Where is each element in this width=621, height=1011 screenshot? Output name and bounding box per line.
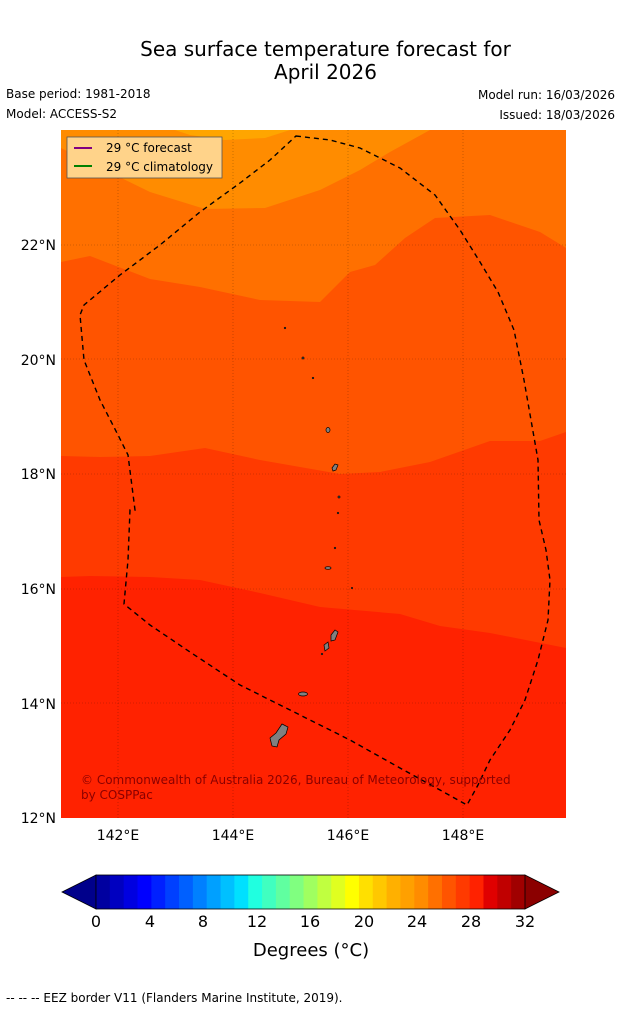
colorbar-cell: [248, 875, 263, 909]
island-pagan: [331, 463, 339, 472]
island-anatahan: [324, 566, 332, 570]
colorbar-cell: [303, 875, 318, 909]
island-agrihan: [325, 427, 331, 433]
colorbar-cell: [179, 875, 194, 909]
island-aguijan: [320, 652, 324, 656]
colorbar-cell: [372, 875, 388, 909]
map-title: Sea surface temperature forecast for Apr…: [0, 38, 621, 84]
lon-label-146e: 146°E: [327, 828, 370, 844]
colorbar-cell: [483, 875, 498, 909]
colorbar-tick-4: 4: [145, 912, 155, 931]
lat-label-14n: 14°N: [21, 697, 56, 713]
map-legend: 29 °C forecast 29 °C climatology: [66, 136, 223, 179]
colorbar-tick-12: 12: [247, 912, 267, 931]
colorbar-cell: [428, 875, 443, 909]
colorbar-tick-32: 32: [515, 912, 535, 931]
colorbar-cell: [192, 875, 208, 909]
colorbar-cell: [511, 875, 526, 909]
lat-label-18n: 18°N: [21, 467, 56, 483]
island-guam: [269, 723, 289, 748]
model-run-text: Model run: 16/03/2026: [477, 88, 615, 102]
lon-label-148e: 148°E: [442, 828, 485, 844]
sst-band-23-24: [175, 130, 290, 140]
island-sarigan: [333, 546, 337, 550]
island-tinian: [323, 641, 330, 652]
lat-axis: 12°N 14°N 16°N 18°N 20°N 22°N: [21, 238, 56, 827]
colorbar-tick-28: 28: [461, 912, 481, 931]
map-title-line2: April 2026: [274, 60, 377, 84]
colorbar-ticks: 0 4 8 12 16 20 24 28 32: [91, 912, 535, 931]
lon-label-144e: 144°E: [212, 828, 255, 844]
colorbar-cell: [441, 875, 457, 909]
colorbar-cell: [275, 875, 291, 909]
colorbar-cell: [123, 875, 139, 909]
colorbar-tick-0: 0: [91, 912, 101, 931]
issued-text: Issued: 18/03/2026: [499, 108, 615, 122]
colorbar-frame: [95, 874, 526, 910]
model-text: Model: ACCESS-S2: [6, 107, 118, 121]
colorbar-cell: [262, 875, 277, 909]
island-saipan: [330, 629, 339, 642]
legend-climatology-label: 29 °C climatology: [106, 160, 213, 174]
colorbar-cell: [220, 875, 235, 909]
copyright-line2: by COSPPac: [81, 788, 153, 802]
colorbar-cell: [137, 875, 152, 909]
colorbar-cell: [497, 875, 512, 909]
lat-label-12n: 12°N: [21, 811, 56, 827]
sst-map: 29 °C forecast 29 °C climatology © Commo…: [61, 130, 566, 818]
colorbar-cell: [289, 875, 305, 909]
colorbar-cell: [234, 875, 249, 909]
island-alamagan: [337, 495, 341, 499]
colorbar-cell: [400, 875, 415, 909]
map-title-line1: Sea surface temperature forecast for: [140, 37, 511, 61]
colorbar-cell: [96, 875, 111, 909]
legend-forecast-label: 29 °C forecast: [106, 141, 192, 155]
colorbar-under-arrow: [61, 874, 97, 910]
lat-label-20n: 20°N: [21, 353, 56, 369]
colorbar-tick-16: 16: [300, 912, 320, 931]
lat-label-16n: 16°N: [21, 582, 56, 598]
base-period-text: Base period: 1981-2018: [6, 87, 151, 101]
colorbar-cell: [317, 875, 332, 909]
colorbar-cells: [96, 875, 526, 909]
lon-label-142e: 142°E: [97, 828, 140, 844]
legend-box: [66, 136, 223, 179]
colorbar-cell: [206, 875, 222, 909]
island-maug: [301, 356, 305, 360]
colorbar-cell: [469, 875, 484, 909]
eez-border: [79, 135, 551, 806]
island-farallon-de-pajaros: [283, 326, 287, 330]
colorbar-over-arrow: [524, 874, 560, 910]
colorbar-title: Degrees (°C): [253, 940, 369, 961]
lon-axis: 142°E 144°E 146°E 148°E: [97, 828, 485, 844]
colorbar-tick-8: 8: [198, 912, 208, 931]
map-gridlines: [61, 130, 566, 818]
colorbar-cell: [151, 875, 166, 909]
colorbar-cell: [358, 875, 374, 909]
colorbar-cell: [165, 875, 180, 909]
island-asuncion: [311, 376, 315, 380]
copyright-line1: © Commonwealth of Australia 2026, Bureau…: [81, 773, 511, 787]
islands: [269, 326, 354, 748]
colorbar-cell: [414, 875, 429, 909]
colorbar-cell: [345, 875, 360, 909]
colorbar-cell: [386, 875, 401, 909]
eez-footer-note: -- -- -- EEZ border V11 (Flanders Marine…: [6, 991, 343, 1005]
island-rota: [298, 691, 308, 697]
colorbar-cell: [455, 875, 471, 909]
lat-label-22n: 22°N: [21, 238, 56, 254]
island-guguan: [336, 511, 340, 515]
colorbar-cell: [109, 875, 125, 909]
colorbar-cell: [331, 875, 346, 909]
island-farallon-de-medinilla: [350, 586, 354, 590]
colorbar-tick-24: 24: [407, 912, 427, 931]
colorbar: 0 4 8 12 16 20 24 28 32 Degrees (°C): [61, 874, 560, 961]
colorbar-tick-20: 20: [354, 912, 374, 931]
